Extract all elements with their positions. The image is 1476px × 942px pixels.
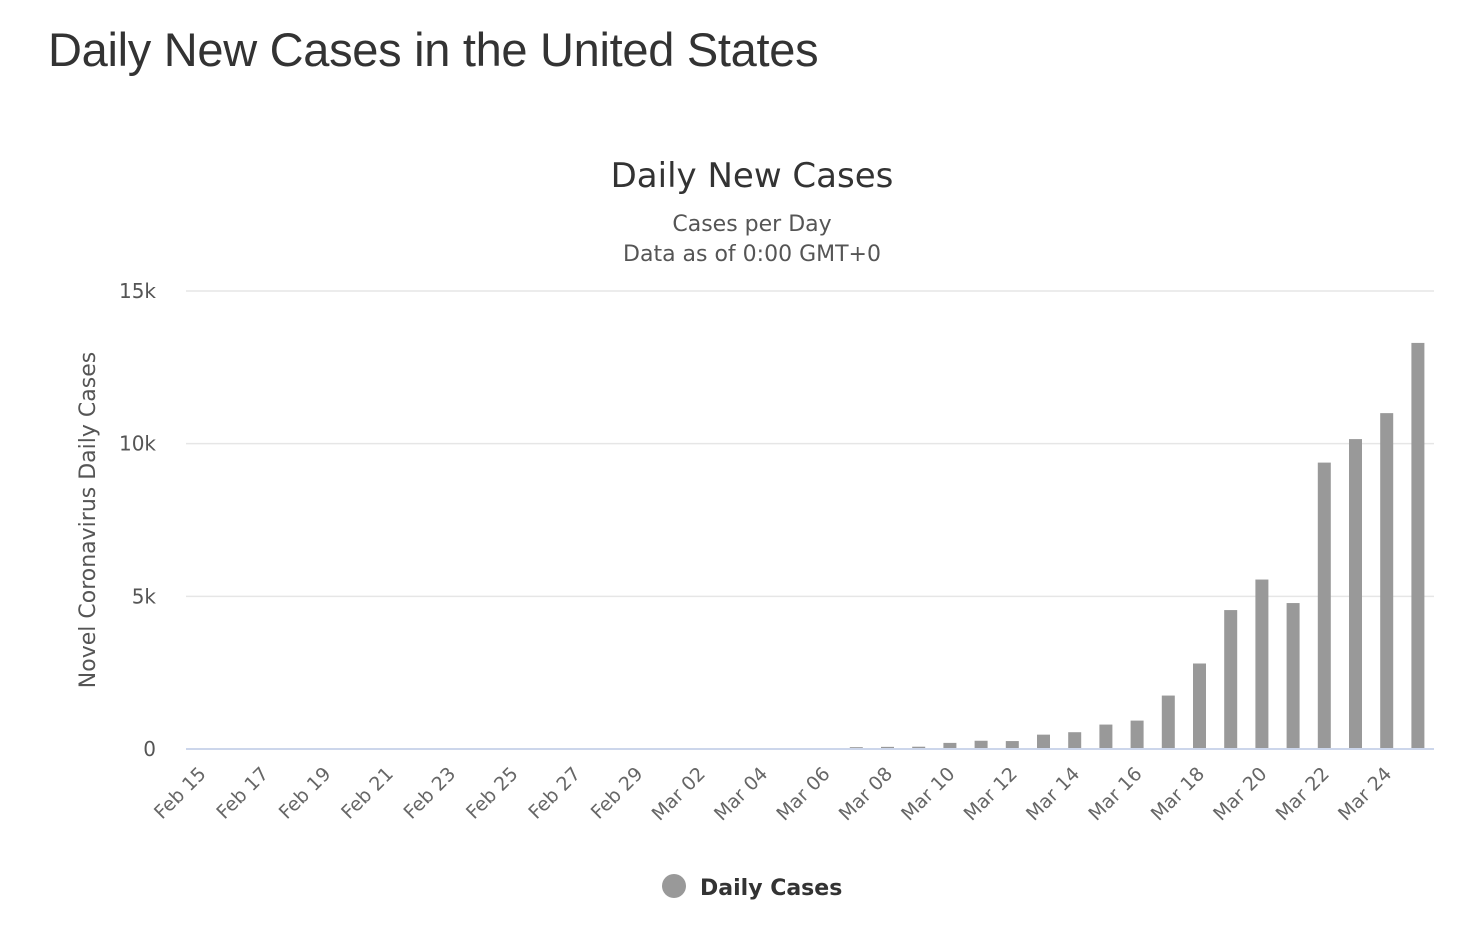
y-tick-label: 5k (132, 584, 157, 608)
bar-mar-16[interactable] (1130, 720, 1144, 749)
legend-marker-icon (662, 874, 686, 898)
y-axis-label: Novel Coronavirus Daily Cases (76, 352, 101, 688)
x-tick-label: Mar 12 (960, 763, 1022, 825)
x-tick-label: Feb 17 (212, 763, 273, 824)
bar-mar-11[interactable] (974, 740, 988, 749)
legend-label-daily-cases[interactable]: Daily Cases (700, 876, 842, 901)
x-tick-label: Feb 27 (524, 763, 585, 824)
chart-subtitle-line-2: Data as of 0:00 GMT+0 (623, 242, 881, 267)
x-tick-label: Mar 10 (897, 763, 959, 825)
x-tick-label: Feb 21 (337, 763, 398, 824)
x-tick-label: Mar 24 (1334, 763, 1396, 825)
bar-mar-24[interactable] (1380, 413, 1394, 749)
x-tick-label: Mar 06 (772, 763, 834, 825)
x-tick-label: Mar 08 (835, 763, 897, 825)
x-tick-label: Feb 15 (150, 763, 211, 824)
x-tick-label: Mar 16 (1084, 763, 1146, 825)
x-tick-label: Mar 04 (710, 763, 772, 825)
bar-mar-09[interactable] (912, 746, 926, 749)
bar-mar-10[interactable] (943, 742, 957, 749)
x-tick-label: Mar 18 (1147, 763, 1209, 825)
bar-mar-15[interactable] (1099, 724, 1113, 749)
gridlines (186, 290, 1434, 598)
bar-mar-13[interactable] (1037, 734, 1050, 749)
y-axis-ticks: 0 5k 10k 15k (119, 279, 156, 761)
x-tick-label: Mar 20 (1209, 763, 1271, 825)
bar-mar-21[interactable] (1286, 603, 1300, 749)
bar-mar-22[interactable] (1317, 462, 1331, 749)
x-tick-label: Feb 29 (587, 763, 648, 824)
y-tick-label: 10k (119, 432, 156, 456)
x-tick-label: Feb 25 (462, 763, 523, 824)
x-tick-label: Mar 22 (1272, 763, 1334, 825)
bar-mar-08[interactable] (881, 746, 894, 749)
x-tick-label: Mar 14 (1022, 763, 1084, 825)
x-tick-label: Mar 02 (648, 763, 710, 825)
x-axis-ticks: Feb 15 Feb 17 Feb 19 Feb 21 Feb 23 Feb 25 Feb … (150, 763, 1396, 825)
page-title: Daily New Cases in the United States (48, 23, 819, 76)
y-tick-label: 0 (143, 737, 156, 761)
bar-mar-23[interactable] (1349, 439, 1362, 749)
chart-title: Daily New Cases (611, 156, 894, 196)
x-tick-label: Feb 19 (275, 763, 336, 824)
bar-mar-17[interactable] (1161, 695, 1175, 749)
bar-mar-19[interactable] (1224, 610, 1238, 749)
bar-mar-20[interactable] (1255, 579, 1269, 749)
legend[interactable]: Daily Cases (662, 874, 842, 901)
bar-series-daily-cases (849, 342, 1425, 749)
chart-subtitle-line-1: Cases per Day (672, 212, 831, 237)
bar-mar-18[interactable] (1193, 663, 1206, 749)
y-tick-label: 15k (119, 279, 156, 303)
bar-mar-12[interactable] (1005, 741, 1019, 749)
bar-mar-14[interactable] (1068, 732, 1082, 749)
x-tick-label: Feb 23 (400, 763, 461, 824)
bar-mar-25[interactable] (1411, 342, 1425, 749)
